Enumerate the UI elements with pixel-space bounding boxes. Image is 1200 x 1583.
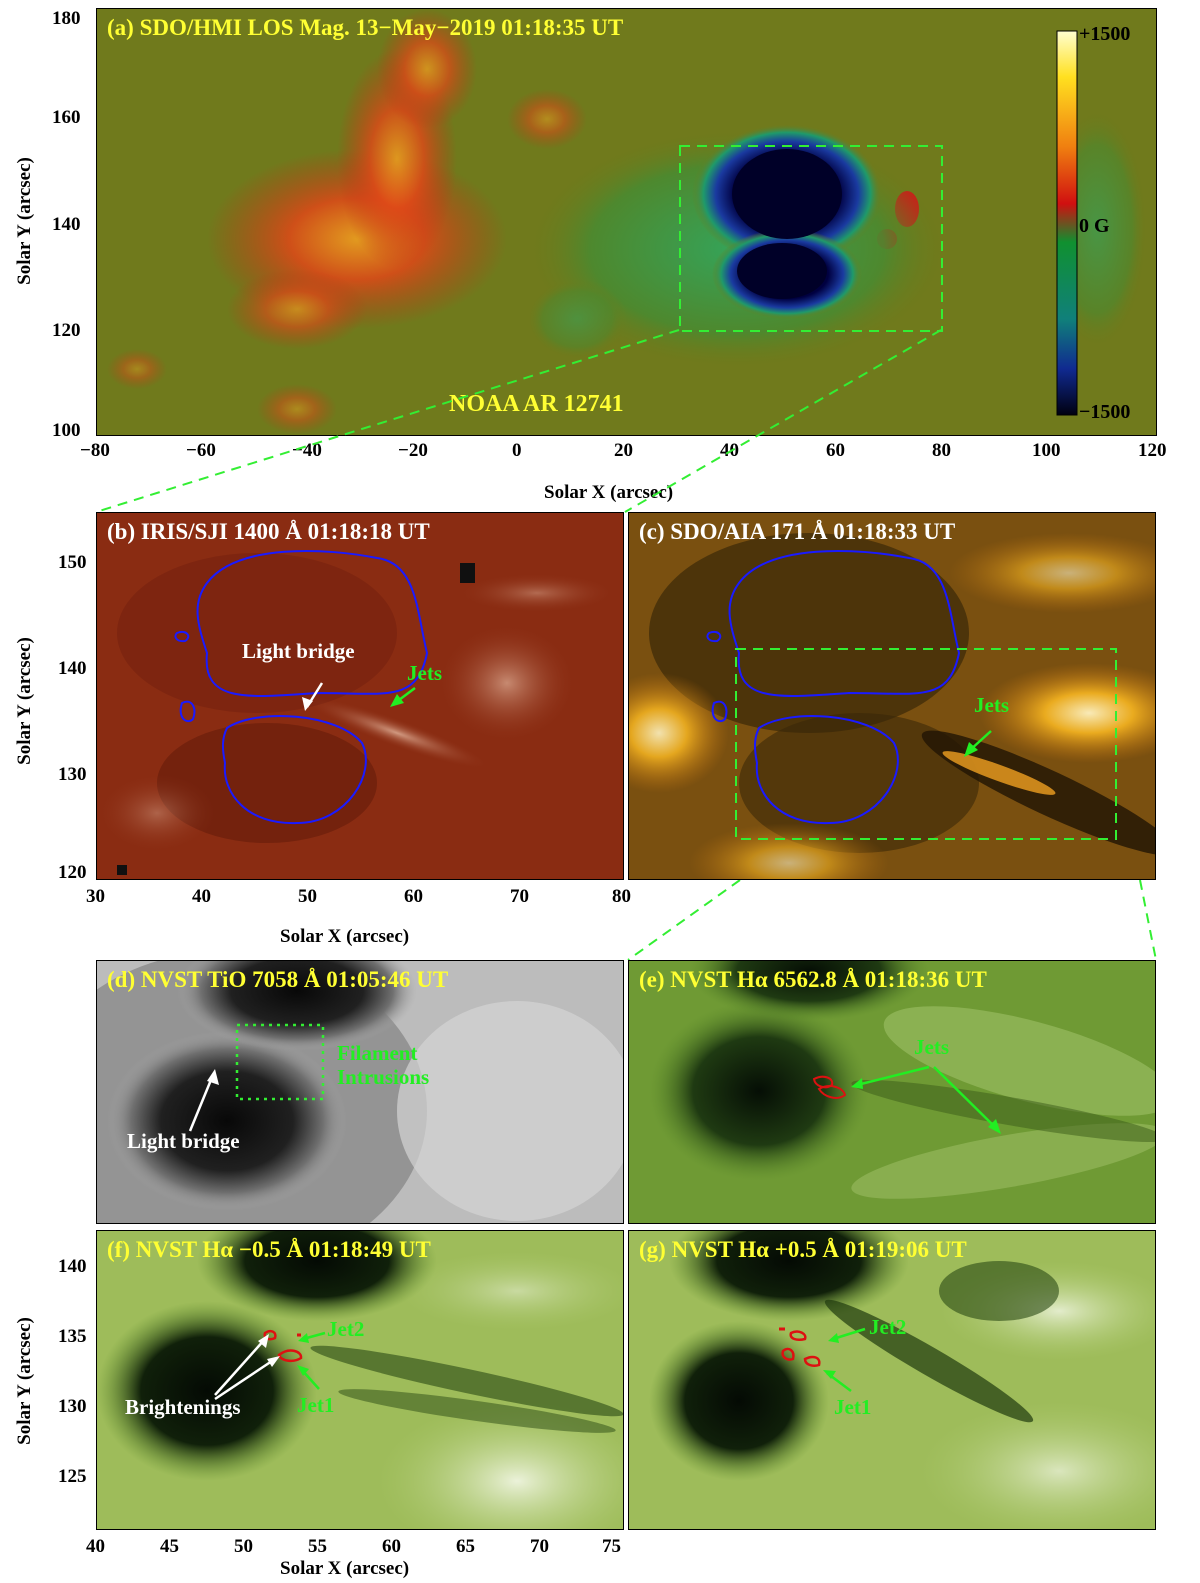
x-tick: 100 — [1032, 440, 1061, 461]
x-tick: 60 — [826, 440, 845, 461]
x-tick: 70 — [510, 886, 529, 907]
y-tick: 140 — [52, 214, 81, 235]
x-tick: 60 — [382, 1536, 401, 1557]
x-tick: −60 — [186, 440, 216, 461]
panel-a-magnetogram: (a) SDO/HMI LOS Mag. 13−May−2019 01:18:3… — [96, 8, 1157, 436]
y-tick: 100 — [52, 420, 81, 441]
panel-b-iris: (b) IRIS/SJI 1400 Å 01:18:18 UT Light br… — [96, 512, 624, 880]
panel-d-tio: (d) NVST TiO 7058 Å 01:05:46 UT Filament… — [96, 960, 624, 1224]
y-tick: 180 — [52, 8, 81, 29]
halpha-red-wing-image — [629, 1231, 1155, 1529]
jet2-label: Jet2 — [327, 1317, 365, 1341]
x-tick: 50 — [234, 1536, 253, 1557]
x-tick: 80 — [612, 886, 631, 907]
light-bridge-label: Light bridge — [242, 639, 355, 663]
x-tick: 40 — [192, 886, 211, 907]
y-tick: 125 — [58, 1466, 87, 1487]
y-tick: 140 — [58, 658, 87, 679]
panel-f-halpha-blue: (f) NVST Hα −0.5 Å 01:18:49 UT Jet2 Jet1… — [96, 1230, 624, 1530]
y-tick: 160 — [52, 107, 81, 128]
panel-b-xlabel: Solar X (arcsec) — [280, 926, 410, 947]
panel-g-title: (g) NVST Hα +0.5 Å 01:19:06 UT — [639, 1237, 967, 1262]
colorbar-top-label: +1500 — [1079, 23, 1131, 45]
colorbar-mid-label: 0 G — [1079, 215, 1110, 237]
panel-e-title: (e) NVST Hα 6562.8 Å 01:18:36 UT — [639, 967, 987, 992]
x-tick: 80 — [932, 440, 951, 461]
panel-g-halpha-red: (g) NVST Hα +0.5 Å 01:19:06 UT Jet2 Jet1 — [628, 1230, 1156, 1530]
panel-a-title: (a) SDO/HMI LOS Mag. 13−May−2019 01:18:3… — [107, 15, 624, 40]
light-bridge-label: Light bridge — [127, 1129, 240, 1153]
x-tick: 65 — [456, 1536, 475, 1557]
jets-label: Jets — [974, 693, 1009, 717]
panel-e-halpha: (e) NVST Hα 6562.8 Å 01:18:36 UT Jets — [628, 960, 1156, 1224]
x-tick: 120 — [1138, 440, 1167, 461]
y-tick: 150 — [58, 552, 87, 573]
panel-f-xlabel: Solar X (arcsec) — [280, 1558, 410, 1579]
x-tick: −20 — [398, 440, 428, 461]
x-tick: 55 — [308, 1536, 327, 1557]
panel-a-ylabel: Solar Y (arcsec) — [14, 157, 35, 285]
panel-f-ylabel: Solar Y (arcsec) — [14, 1317, 35, 1445]
jet1-label: Jet1 — [834, 1395, 872, 1419]
x-tick: 40 — [720, 440, 739, 461]
filament-label-line2: Intrusions — [337, 1065, 430, 1089]
filament-label-line1: Filament — [337, 1041, 418, 1065]
iris-image — [97, 513, 623, 879]
colorbar-bottom-label: −1500 — [1079, 401, 1131, 423]
x-tick: 70 — [530, 1536, 549, 1557]
halpha-center-image — [629, 961, 1155, 1223]
panel-b-title: (b) IRIS/SJI 1400 Å 01:18:18 UT — [107, 519, 430, 544]
panel-c-aia: (c) SDO/AIA 171 Å 01:18:33 UT Jets — [628, 512, 1156, 880]
halpha-blue-wing-image — [97, 1231, 623, 1529]
x-tick: 0 — [512, 440, 522, 461]
x-tick: 50 — [298, 886, 317, 907]
panel-b-ylabel: Solar Y (arcsec) — [14, 637, 35, 765]
x-tick: −40 — [292, 440, 322, 461]
jet2-label: Jet2 — [869, 1315, 907, 1339]
region-label: NOAA AR 12741 — [449, 391, 624, 417]
y-tick: 120 — [58, 862, 87, 883]
x-tick: 40 — [86, 1536, 105, 1557]
y-tick: 130 — [58, 1396, 87, 1417]
magnetogram-image — [97, 9, 1156, 435]
brightenings-label: Brightenings — [125, 1395, 241, 1419]
jets-label: Jets — [407, 661, 442, 685]
tio-image — [97, 961, 623, 1223]
panel-d-title: (d) NVST TiO 7058 Å 01:05:46 UT — [107, 967, 449, 992]
x-tick: 75 — [602, 1536, 621, 1557]
jet1-label: Jet1 — [297, 1393, 335, 1417]
aia-image — [629, 513, 1155, 879]
y-tick: 120 — [52, 320, 81, 341]
jets-label: Jets — [914, 1035, 949, 1059]
x-tick: 20 — [614, 440, 633, 461]
y-tick: 135 — [58, 1326, 87, 1347]
panel-f-title: (f) NVST Hα −0.5 Å 01:18:49 UT — [107, 1237, 431, 1262]
panel-c-title: (c) SDO/AIA 171 Å 01:18:33 UT — [639, 519, 956, 544]
x-tick: 45 — [160, 1536, 179, 1557]
panel-a-xlabel: Solar X (arcsec) — [544, 482, 674, 503]
y-tick: 130 — [58, 764, 87, 785]
x-tick: −80 — [80, 440, 110, 461]
x-tick: 30 — [86, 886, 105, 907]
y-tick: 140 — [58, 1256, 87, 1277]
x-tick: 60 — [404, 886, 423, 907]
